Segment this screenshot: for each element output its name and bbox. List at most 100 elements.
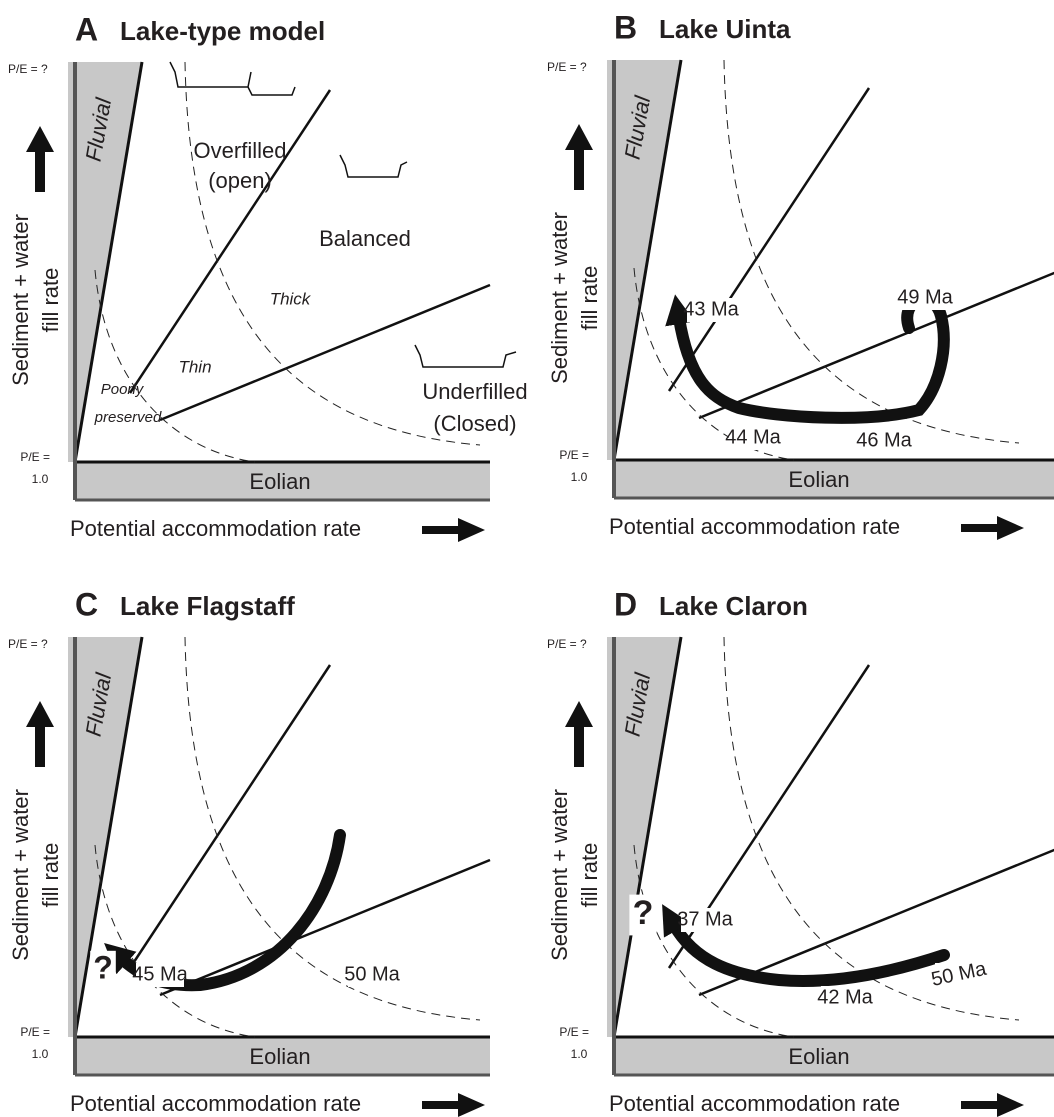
- eolian-zone: [75, 462, 490, 500]
- lake-trajectory: [662, 904, 950, 987]
- boundary-line: [128, 664, 332, 969]
- y-arrow: [565, 124, 593, 190]
- panel-letter: B: [614, 9, 637, 45]
- label-bg: [935, 963, 983, 987]
- panel-title: Lake Uinta: [659, 14, 791, 44]
- x-arrow: [961, 516, 1024, 540]
- eolian-zone: [614, 460, 1054, 498]
- eolian-label: Eolian: [788, 467, 849, 492]
- fluvial-boundary: [612, 59, 683, 461]
- isopach: [723, 636, 1020, 1021]
- boundary-line: [128, 89, 332, 394]
- boundary-line: [159, 283, 491, 422]
- zone-label: (open): [208, 168, 272, 193]
- y-axis-label: Sediment + water: [547, 212, 572, 384]
- x-axis-label: Potential accommodation rate: [609, 514, 900, 539]
- pe-top: P/E = ?: [547, 60, 587, 74]
- fluvial-zone: [68, 62, 142, 462]
- y-axis-label: fill rate: [577, 266, 602, 331]
- x-axis-label: Potential accommodation rate: [70, 516, 361, 541]
- pe-top: P/E = ?: [8, 637, 48, 651]
- isopach: [723, 59, 1020, 444]
- label-bg: [681, 908, 729, 932]
- isopach: [184, 636, 481, 1021]
- isopach: [94, 844, 256, 1038]
- age-label: 45 Ma: [132, 963, 188, 985]
- pe-bottom: P/E =: [20, 450, 50, 464]
- x-arrow: [961, 1093, 1024, 1117]
- pe-top: P/E = ?: [547, 637, 587, 651]
- eolian-zone: [75, 1037, 490, 1075]
- fluvial-zone: [607, 60, 681, 460]
- age-label: 37 Ma: [677, 908, 733, 930]
- basin-icon: [339, 154, 408, 178]
- zone-label: Poorly: [101, 381, 145, 398]
- age-label: ?: [93, 949, 113, 985]
- y-arrow: [26, 126, 54, 192]
- panel-letter: C: [75, 586, 98, 622]
- pe-bottom: P/E =: [559, 448, 589, 462]
- age-label: 42 Ma: [817, 986, 873, 1008]
- label-bg: [860, 429, 908, 453]
- x-axis-label: Potential accommodation rate: [70, 1091, 361, 1116]
- pe-bottom: P/E =: [20, 1025, 50, 1039]
- boundary-line: [667, 87, 871, 392]
- label-bg: [136, 963, 184, 987]
- label-bg: [821, 986, 869, 1010]
- panel-title: Lake-type model: [120, 16, 325, 46]
- panel-title: Lake Claron: [659, 591, 808, 621]
- zone-label: Thin: [178, 357, 211, 376]
- basin-icon: [414, 344, 517, 368]
- zone-label: Thick: [270, 289, 312, 308]
- eolian-zone: [614, 1037, 1054, 1075]
- y-axis-label: fill rate: [38, 268, 63, 333]
- zone-label: Balanced: [319, 226, 411, 251]
- eolian-label: Eolian: [788, 1044, 849, 1069]
- label-bg: [348, 963, 396, 987]
- age-label: ?: [633, 894, 654, 932]
- boundary-line: [698, 848, 1054, 997]
- age-label: 44 Ma: [725, 426, 781, 448]
- pe-bottom: 1.0: [571, 1047, 588, 1061]
- label-bg: [901, 286, 949, 310]
- age-label: 50 Ma: [344, 963, 400, 985]
- pe-bottom: 1.0: [32, 1047, 49, 1061]
- x-arrow: [422, 1093, 485, 1117]
- eolian-label: Eolian: [249, 1044, 310, 1069]
- zone-label: Overfilled: [194, 138, 287, 163]
- label-bg: [729, 426, 777, 450]
- fluvial-boundary: [73, 61, 144, 463]
- y-axis-label: Sediment + water: [8, 214, 33, 386]
- label-bg: [90, 950, 116, 990]
- boundary-line: [698, 271, 1054, 420]
- isopach: [184, 61, 481, 446]
- y-arrow: [565, 701, 593, 767]
- pe-top: P/E = ?: [8, 62, 48, 76]
- fluvial-zone: [68, 637, 142, 1037]
- isopach: [633, 844, 795, 1038]
- age-label: 49 Ma: [897, 286, 953, 308]
- boundary-line: [159, 858, 491, 997]
- y-axis-label: fill rate: [577, 843, 602, 908]
- zone-label: preserved: [94, 409, 162, 426]
- pe-bottom: 1.0: [32, 472, 49, 486]
- y-axis-label: Sediment + water: [547, 789, 572, 961]
- fluvial-zone: [607, 637, 681, 1037]
- x-axis-label: Potential accommodation rate: [609, 1091, 900, 1116]
- panel-letter: D: [614, 586, 637, 622]
- age-label: 43 Ma: [683, 298, 739, 320]
- fluvial-boundary: [612, 636, 683, 1038]
- age-label: 46 Ma: [856, 429, 912, 451]
- y-arrow: [26, 701, 54, 767]
- eolian-label: Eolian: [249, 469, 310, 494]
- zone-label: Underfilled: [422, 379, 527, 404]
- y-axis-label: fill rate: [38, 843, 63, 908]
- panel-letter: A: [75, 11, 98, 47]
- pe-bottom: 1.0: [571, 470, 588, 484]
- y-axis-label: Sediment + water: [8, 789, 33, 961]
- isopach: [94, 269, 256, 463]
